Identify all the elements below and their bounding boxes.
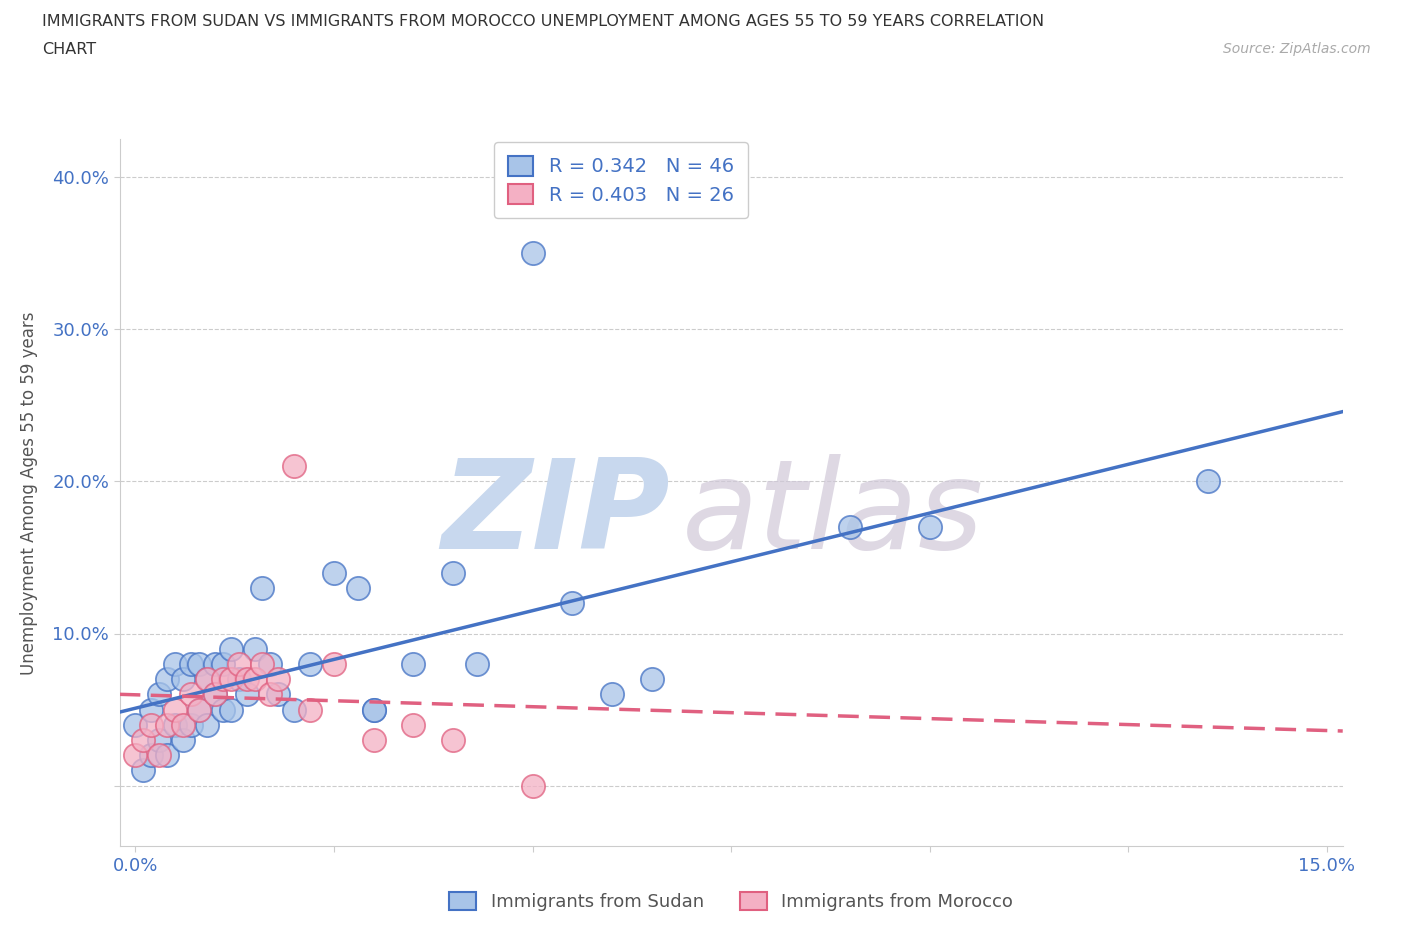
Point [323,657,346,671]
Point [641,671,664,686]
Point [441,565,464,580]
Point [600,687,623,702]
Text: atlas: atlas [682,454,984,575]
Point [132,763,155,777]
Point [219,702,242,717]
Point [363,702,385,717]
Point [211,657,233,671]
Point [299,657,322,671]
Point [561,595,583,610]
Point [141,748,163,763]
Point [259,687,281,702]
Point [204,687,226,702]
Point [204,657,226,671]
Point [259,657,281,671]
Point [148,733,170,748]
Point [252,657,274,671]
Point [165,657,187,671]
Point [148,687,170,702]
Point [522,246,544,261]
Point [187,702,209,717]
Point [243,671,266,686]
Point [172,733,194,748]
Point [402,657,425,671]
Point [165,717,187,732]
Point [243,642,266,657]
Point [346,580,368,595]
Point [172,717,194,732]
Point [156,717,179,732]
Point [363,733,385,748]
Point [148,748,170,763]
Point [132,733,155,748]
Point [141,702,163,717]
Point [219,642,242,657]
Y-axis label: Unemployment Among Ages 55 to 59 years: Unemployment Among Ages 55 to 59 years [20,312,38,674]
Point [124,748,146,763]
Point [180,657,202,671]
Point [211,702,233,717]
Point [141,717,163,732]
Point [219,671,242,686]
Point [267,671,290,686]
Point [124,717,146,732]
Point [323,565,346,580]
Point [195,717,218,732]
Point [187,657,209,671]
Point [156,748,179,763]
Text: Source: ZipAtlas.com: Source: ZipAtlas.com [1223,42,1371,56]
Point [441,733,464,748]
Point [187,702,209,717]
Point [252,580,274,595]
Point [235,671,257,686]
Point [465,657,488,671]
Legend: Immigrants from Sudan, Immigrants from Morocco: Immigrants from Sudan, Immigrants from M… [441,884,1021,919]
Point [839,520,862,535]
Point [283,458,305,473]
Point [228,657,250,671]
Point [1197,474,1219,489]
Point [918,520,941,535]
Text: CHART: CHART [42,42,96,57]
Text: ZIP: ZIP [441,454,671,575]
Point [195,671,218,686]
Point [522,778,544,793]
Text: IMMIGRANTS FROM SUDAN VS IMMIGRANTS FROM MOROCCO UNEMPLOYMENT AMONG AGES 55 TO 5: IMMIGRANTS FROM SUDAN VS IMMIGRANTS FROM… [42,14,1045,29]
Point [180,717,202,732]
Point [165,702,187,717]
Point [283,702,305,717]
Point [235,687,257,702]
Point [228,671,250,686]
Point [156,671,179,686]
Point [172,671,194,686]
Point [211,671,233,686]
Point [363,702,385,717]
Point [299,702,322,717]
Point [180,687,202,702]
Point [267,687,290,702]
Point [402,717,425,732]
Point [195,671,218,686]
Point [204,687,226,702]
